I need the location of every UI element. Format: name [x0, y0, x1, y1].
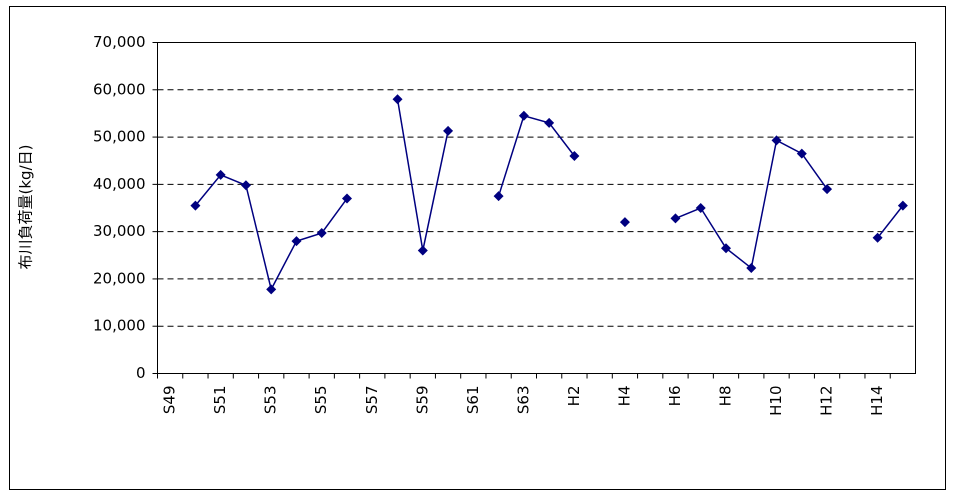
marker — [897, 200, 908, 211]
plot-area — [157, 42, 916, 374]
marker — [721, 243, 731, 254]
y-tick-label: 60,000 — [93, 80, 146, 98]
marker — [316, 228, 327, 239]
marker — [569, 150, 580, 161]
y-tick-label: 30,000 — [93, 222, 146, 240]
marker — [670, 213, 681, 224]
line — [497, 114, 575, 197]
x-tick-label: S53 — [262, 386, 280, 415]
marker — [746, 263, 757, 274]
marker — [291, 236, 302, 247]
y-tick-label: 10,000 — [93, 317, 146, 335]
marker — [493, 191, 504, 202]
x-tick-label: S63 — [514, 386, 532, 415]
marker — [872, 232, 883, 243]
x-tick-label: H6 — [666, 386, 684, 407]
x-tick-label: S49 — [161, 386, 179, 415]
marker — [266, 284, 277, 295]
marker — [240, 180, 251, 191]
x-tick-label: S57 — [363, 386, 381, 415]
x-tick-label: S51 — [211, 386, 229, 415]
x-tick-label: S61 — [464, 386, 482, 415]
x-tick-label: H2 — [565, 386, 583, 407]
x-tick-label: H12 — [818, 386, 836, 416]
marker — [518, 110, 529, 121]
x-tick-label: S55 — [312, 386, 330, 415]
x-tick-label: S59 — [413, 386, 431, 415]
marker — [771, 135, 782, 146]
marker — [417, 245, 428, 256]
y-tick-label: 20,000 — [93, 269, 146, 287]
line — [877, 205, 904, 239]
marker — [392, 94, 403, 105]
y-tick-label: 40,000 — [93, 175, 146, 193]
y-tick-label: 50,000 — [93, 128, 146, 146]
marker — [695, 203, 706, 213]
y-tick-label: 70,000 — [93, 33, 146, 51]
marker — [443, 125, 454, 136]
marker — [619, 217, 630, 228]
x-tick-label: H4 — [615, 386, 633, 407]
x-tick-label: H8 — [717, 386, 735, 407]
marker — [796, 148, 807, 159]
x-tick-label: H10 — [767, 386, 785, 416]
marker — [544, 117, 555, 128]
marker — [822, 184, 833, 195]
marker — [215, 169, 226, 180]
marker — [190, 200, 201, 211]
y-axis-title: 布川負荷量(kg/日) — [17, 145, 35, 270]
marker — [342, 193, 352, 204]
x-tick-label: H14 — [868, 386, 886, 416]
y-tick-label: 0 — [136, 364, 146, 382]
